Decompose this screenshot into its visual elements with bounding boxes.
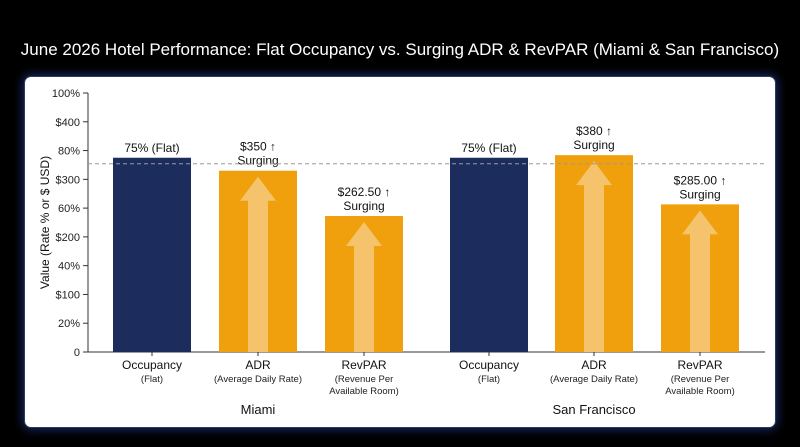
surge-arrow xyxy=(346,222,382,352)
x-tick-label: Occupancy xyxy=(459,358,519,372)
y-tick-label: 20% xyxy=(58,318,80,330)
x-tick-sublabel: Available Room) xyxy=(329,386,399,397)
bar-miami-occupancy xyxy=(113,157,191,352)
x-tick-sublabel: (Revenue Per xyxy=(335,374,394,385)
x-tick-sublabel: (Flat) xyxy=(141,374,163,385)
data-label: $285.00 ↑ xyxy=(674,173,727,187)
group-label: San Francisco xyxy=(552,402,635,417)
y-tick-label: 40% xyxy=(58,261,80,273)
data-label: Surging xyxy=(343,199,384,213)
y-tick-label: 0 xyxy=(74,347,80,359)
data-label: Surging xyxy=(573,138,614,152)
x-tick-sublabel: Available Room) xyxy=(665,386,735,397)
data-label: Surging xyxy=(237,154,278,168)
x-tick-sublabel: (Average Daily Rate) xyxy=(214,374,302,385)
y-tick-label: $200 xyxy=(56,232,80,244)
x-tick-sublabel: (Flat) xyxy=(478,374,500,385)
x-tick-label: ADR xyxy=(245,358,271,372)
chart-panel: 0 20% $100 40% $200 60% $300 80% $400 100% Value (… xyxy=(25,77,775,427)
x-tick-sublabel: (Average Daily Rate) xyxy=(550,374,638,385)
bar-san-francisco-occupancy xyxy=(450,157,528,352)
x-tick-sublabel: (Revenue Per xyxy=(671,374,730,385)
chart-title: June 2026 Hotel Performance: Flat Occupa… xyxy=(20,40,780,59)
y-tick-label: $400 xyxy=(56,117,80,129)
group-label: Miami xyxy=(241,402,276,417)
y-axis-label: Value (Rate % or $ USD) xyxy=(38,156,52,289)
data-label: 75% (Flat) xyxy=(124,141,179,155)
y-tick-label: 60% xyxy=(58,203,80,215)
bar-chart: 0 20% $100 40% $200 60% $300 80% $400 100% Value (… xyxy=(38,88,765,417)
y-tick-label: $300 xyxy=(56,174,80,186)
surge-arrow xyxy=(682,210,718,352)
x-tick-label: Occupancy xyxy=(122,358,182,372)
data-label: 75% (Flat) xyxy=(461,141,516,155)
y-tick-label: 80% xyxy=(58,146,80,158)
y-tick-label: $100 xyxy=(56,289,80,301)
y-tick-label: 100% xyxy=(52,88,80,100)
data-label: $262.50 ↑ xyxy=(338,185,391,199)
x-tick-label: RevPAR xyxy=(341,358,386,372)
x-tick-label: RevPAR xyxy=(677,358,722,372)
x-tick-label: ADR xyxy=(581,358,607,372)
data-label: Surging xyxy=(679,187,720,201)
data-label: $380 ↑ xyxy=(576,124,612,138)
data-label: $350 ↑ xyxy=(240,140,276,154)
surge-arrow xyxy=(240,176,276,352)
surge-arrow xyxy=(576,161,612,352)
